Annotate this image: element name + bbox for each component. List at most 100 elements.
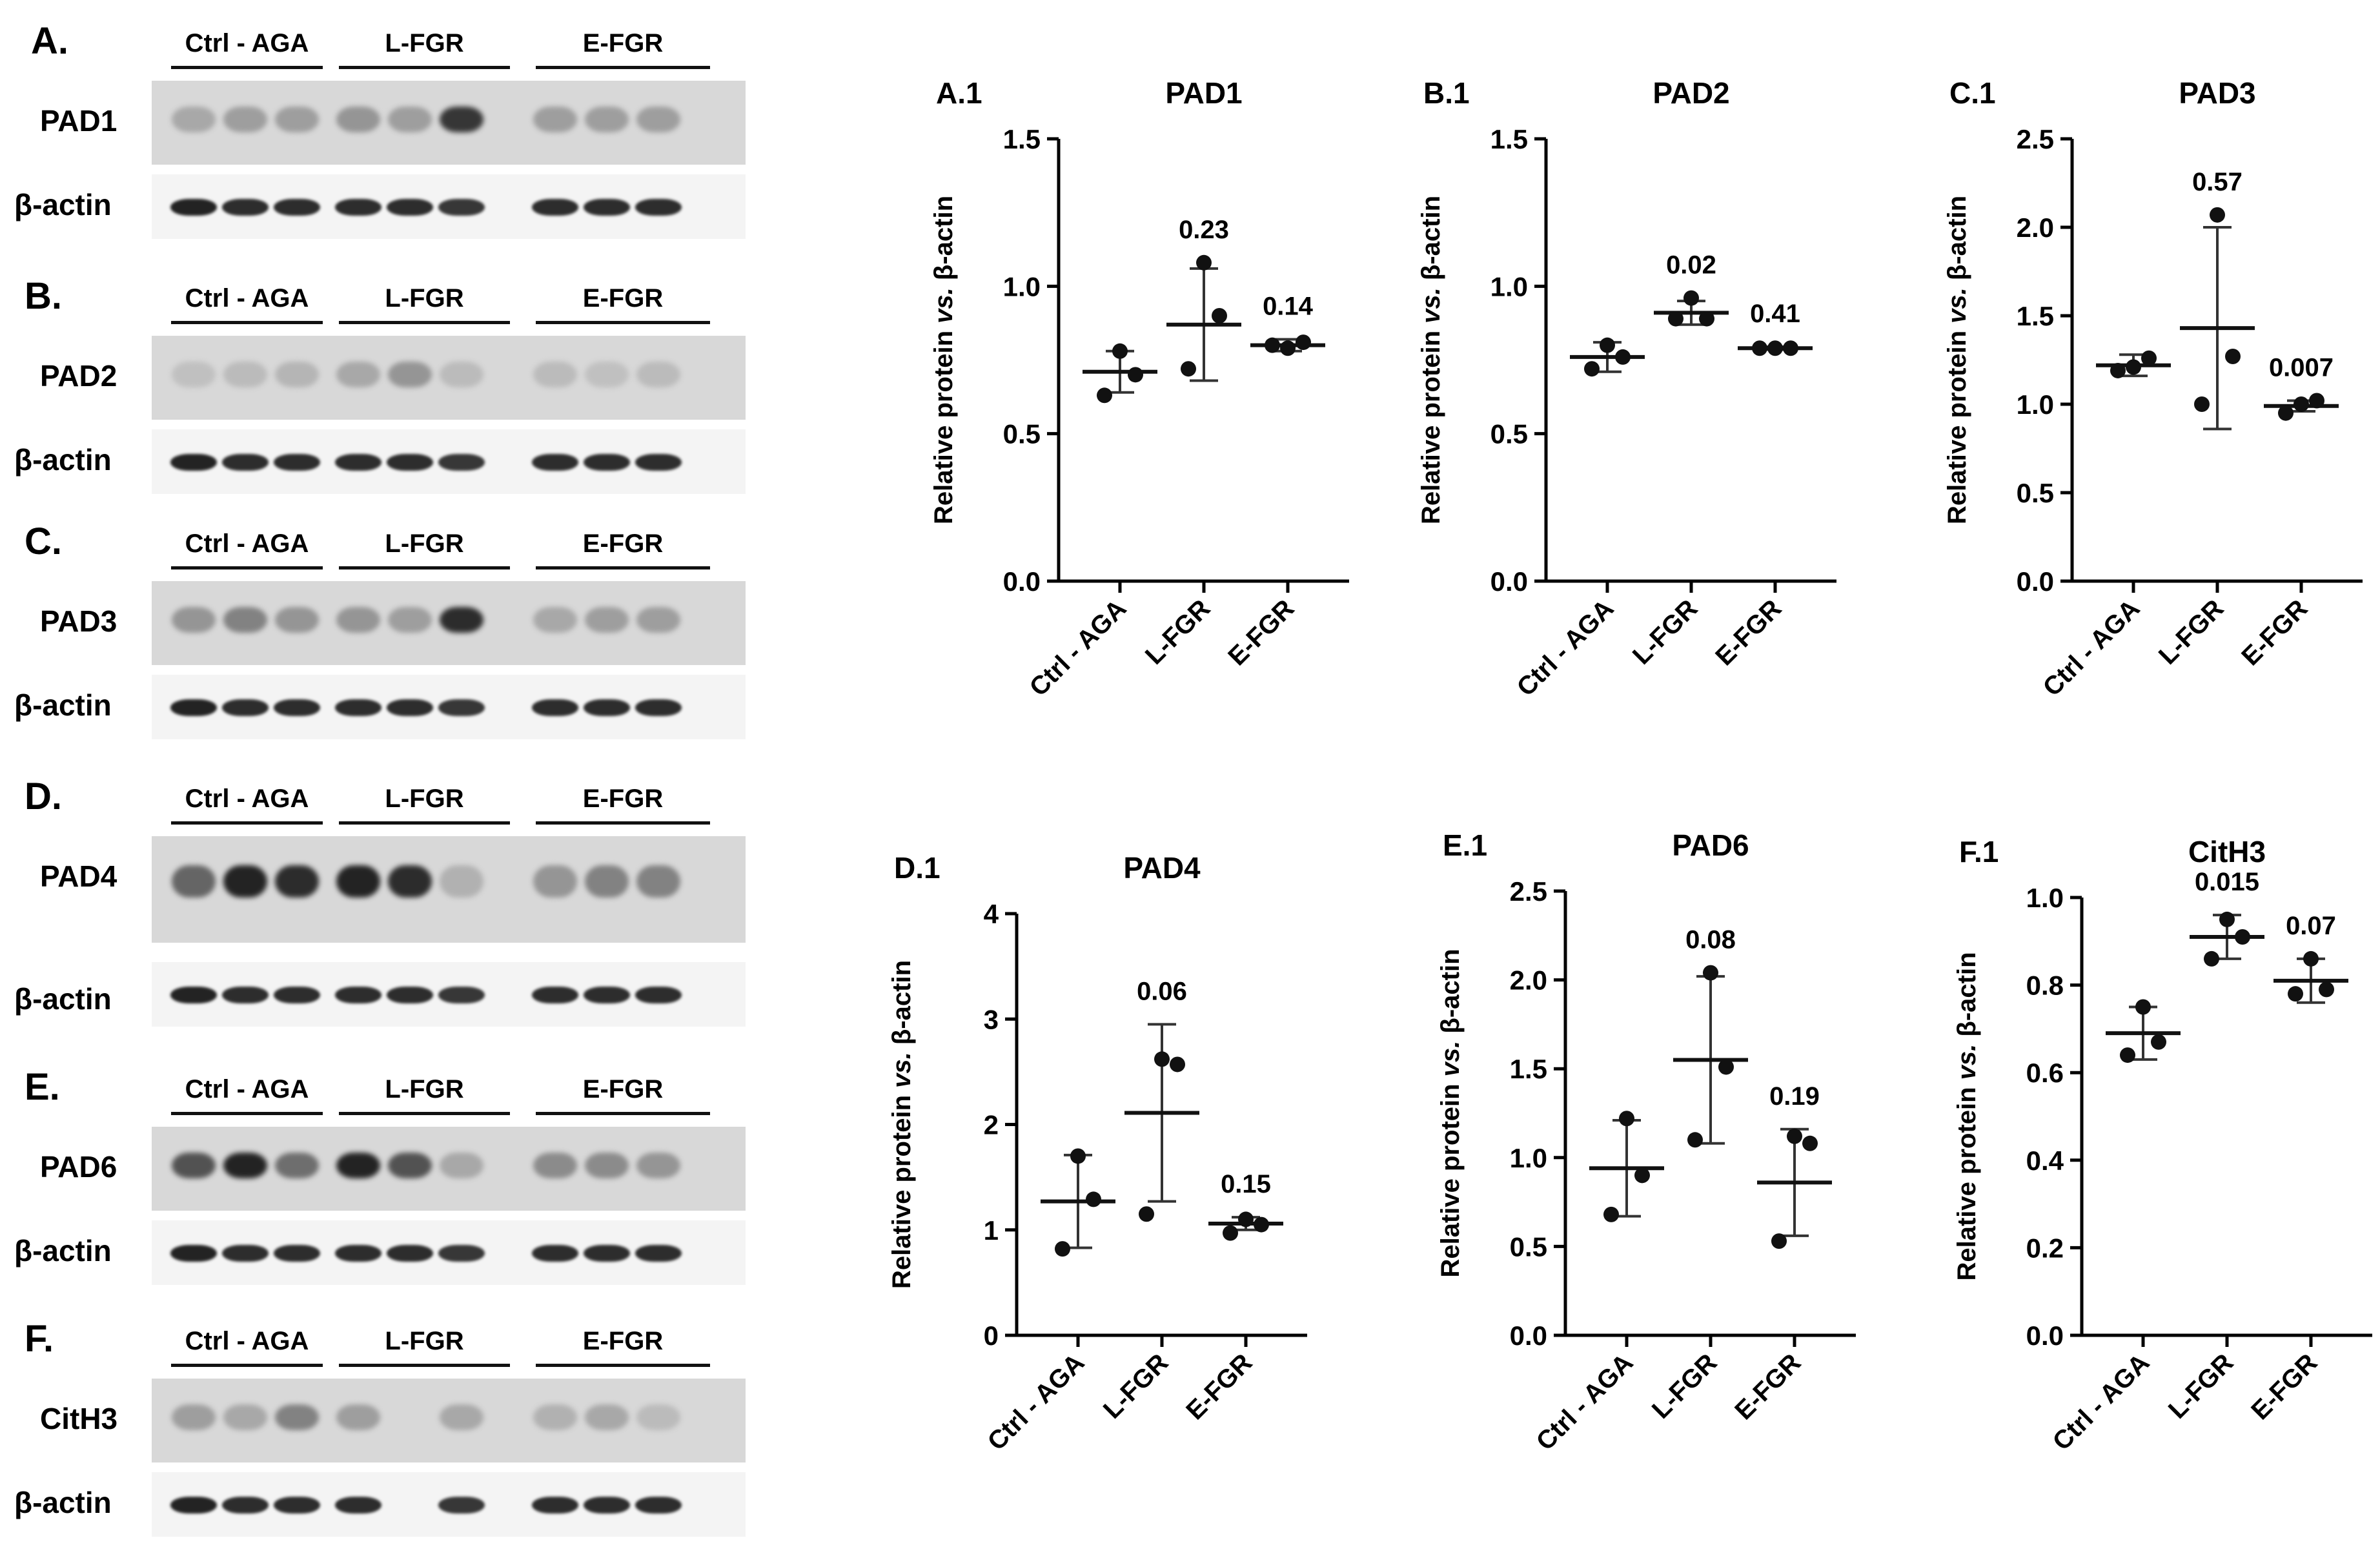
data-point <box>1154 1051 1170 1067</box>
y-axis-label-part: Relative protein <box>888 1088 916 1289</box>
blot-group-label: L-FGR <box>385 1327 464 1355</box>
blot-group-underline <box>171 1364 323 1367</box>
x-tick-label: E-FGR <box>1729 1348 1806 1425</box>
y-axis-label-part: vs. <box>1436 1041 1465 1077</box>
blot-band <box>533 1404 577 1430</box>
data-point <box>2225 349 2241 365</box>
blot-band <box>170 199 217 216</box>
blot-panel-letter: F. <box>25 1318 54 1360</box>
blot-band <box>274 199 320 216</box>
data-point <box>1703 965 1718 981</box>
blot-group-underline <box>171 321 323 324</box>
data-point <box>2235 929 2250 945</box>
blot-target-strip <box>152 81 746 165</box>
y-axis-label-part: vs. <box>1417 287 1445 323</box>
blot-band <box>440 1404 483 1430</box>
blot-band <box>585 607 629 633</box>
data-point <box>1718 1059 1734 1075</box>
blot-target-label: PAD6 <box>40 1150 117 1184</box>
blot-band <box>440 607 483 633</box>
blot-band <box>387 454 433 471</box>
blot-band <box>222 987 269 1003</box>
chart-panel-label: B.1 <box>1423 76 1470 110</box>
blot-band <box>170 1497 217 1514</box>
data-point <box>1280 340 1296 356</box>
y-tick-label: 1.0 <box>1003 271 1041 302</box>
data-point <box>2126 359 2141 375</box>
y-tick-label: 1.5 <box>1490 124 1528 154</box>
y-axis-label-part: β-actin <box>1436 949 1465 1040</box>
blot-band <box>635 454 682 471</box>
blot-panel-letter: C. <box>25 520 62 562</box>
blot-group-underline <box>171 1112 323 1115</box>
x-tick-label: Ctrl - AGA <box>982 1348 1090 1456</box>
chart-title: PAD3 <box>2179 76 2255 110</box>
blot-band <box>440 362 483 387</box>
blot-band <box>336 1404 380 1430</box>
blot-target-strip <box>152 336 746 420</box>
blot-panel: B. Ctrl - AGA L-FGR E-FGR PAD2 β-actin <box>0 268 762 507</box>
data-point <box>1600 337 1615 353</box>
blot-group-underline <box>339 1112 510 1115</box>
blot-target-label: PAD4 <box>40 859 117 893</box>
blot-panel: D. Ctrl - AGA L-FGR E-FGR PAD4 β-actin <box>0 768 762 1052</box>
blot-band <box>533 107 577 132</box>
blot-panel-letter: D. <box>25 775 62 817</box>
blot-band <box>584 699 630 716</box>
data-point <box>2194 396 2210 412</box>
y-axis-label-part: Relative protein <box>1953 1080 1981 1280</box>
blot-band <box>223 607 267 633</box>
blot-band <box>584 1497 630 1514</box>
blot-band <box>533 362 577 387</box>
blot-band <box>440 1153 483 1178</box>
blot-target-label: PAD2 <box>40 359 117 393</box>
blot-loading-label: β-actin <box>14 688 112 722</box>
blot-band <box>532 199 578 216</box>
blot-group-label: E-FGR <box>582 29 664 57</box>
x-tick-label: E-FGR <box>2246 1348 2323 1425</box>
blot-group-label: Ctrl - AGA <box>185 1327 309 1355</box>
blot-band <box>636 1404 680 1430</box>
blot-group-label: Ctrl - AGA <box>185 529 309 558</box>
y-tick-label: 0 <box>984 1320 999 1351</box>
data-point <box>2151 1034 2166 1050</box>
data-point <box>1181 361 1196 377</box>
blot-band <box>223 1404 267 1430</box>
data-point <box>1097 387 1112 404</box>
blot-band <box>585 107 629 132</box>
y-tick-label: 0.0 <box>1510 1320 1547 1351</box>
quantification-charts: A.1 PAD1 0.0 0.5 1.0 1.5 Relative protein vs. … <box>762 0 2380 1560</box>
y-axis-label-part: vs. <box>1943 287 1971 323</box>
data-point <box>1128 367 1143 383</box>
y-tick-label: 2.0 <box>2017 212 2054 243</box>
p-value-label: 0.007 <box>2269 354 2334 382</box>
blot-loading-strip <box>152 675 746 739</box>
blot-band <box>636 865 680 898</box>
blot-band <box>387 699 433 716</box>
blot-target-strip <box>152 581 746 665</box>
data-point <box>2319 981 2334 998</box>
blot-group-label: L-FGR <box>385 785 464 813</box>
blot-band <box>440 107 483 132</box>
blot-loading-strip <box>152 174 746 239</box>
blot-target-strip <box>152 1379 746 1462</box>
y-tick-label: 0.5 <box>1510 1231 1547 1262</box>
y-axis-label: Relative protein vs. β-actin <box>1953 952 1981 1280</box>
y-axis-label: Relative protein vs. β-actin <box>1417 196 1445 524</box>
blot-band <box>532 699 578 716</box>
blot-band <box>440 865 483 898</box>
y-tick-label: 0.0 <box>1003 566 1041 597</box>
y-tick-label: 1.5 <box>1510 1054 1547 1084</box>
blot-group-label: E-FGR <box>582 1075 664 1103</box>
blot-loading-strip <box>152 1220 746 1285</box>
y-axis-label-part: Relative protein <box>1417 323 1445 524</box>
x-tick-label: L-FGR <box>1647 1348 1723 1424</box>
data-point <box>1170 1056 1185 1072</box>
blot-group-underline <box>171 66 323 69</box>
data-point <box>1687 1132 1703 1148</box>
blot-band <box>335 1497 381 1514</box>
y-tick-label: 0.4 <box>2026 1145 2064 1176</box>
y-axis-label-part: β-actin <box>930 196 958 287</box>
blot-band <box>172 107 216 132</box>
data-point <box>1767 340 1783 356</box>
